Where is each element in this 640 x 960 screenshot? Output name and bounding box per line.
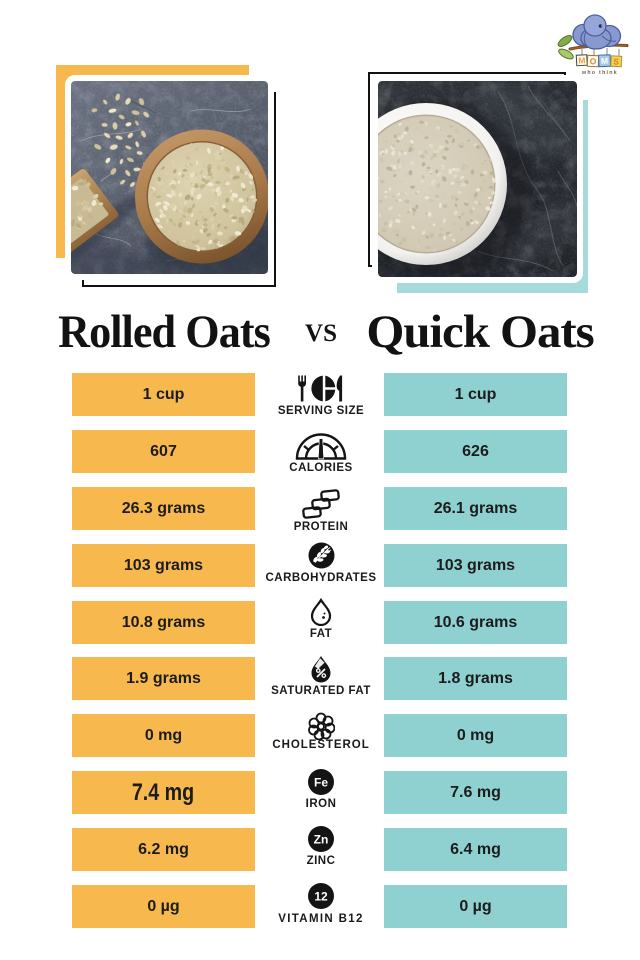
svg-text:M: M bbox=[578, 55, 586, 65]
svg-text:Zn: Zn bbox=[314, 833, 329, 847]
svg-text:S: S bbox=[613, 56, 620, 66]
svg-text:Fe: Fe bbox=[314, 776, 328, 790]
svg-text:O: O bbox=[590, 56, 597, 66]
svg-text:M: M bbox=[601, 56, 608, 66]
svg-text:12: 12 bbox=[314, 890, 328, 904]
svg-text:who think: who think bbox=[581, 70, 618, 76]
